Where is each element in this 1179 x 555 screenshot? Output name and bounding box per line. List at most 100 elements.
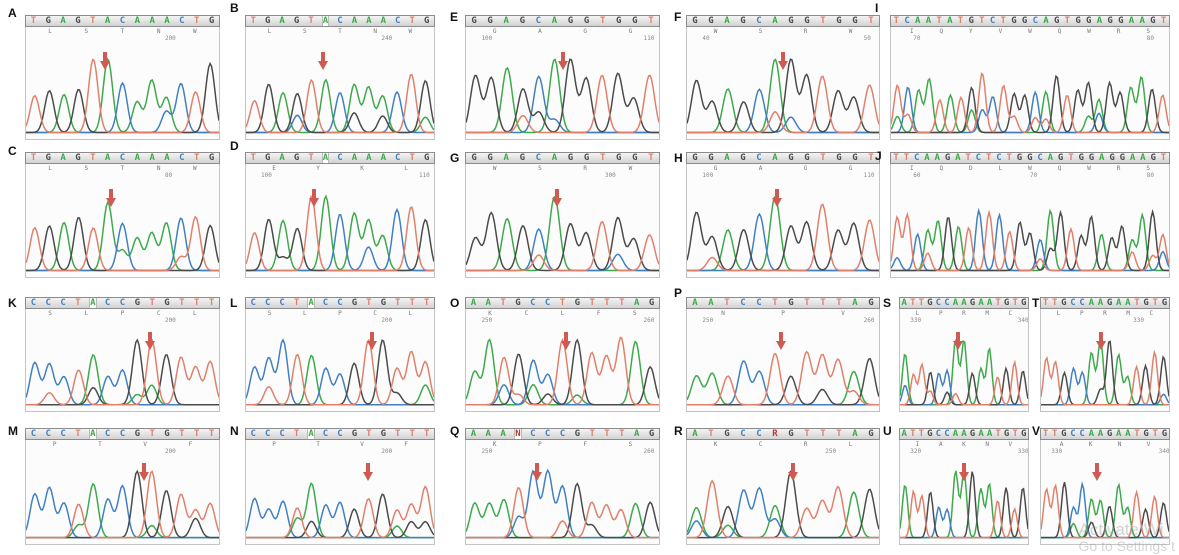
amino-acid: L <box>84 310 89 317</box>
base-letter: G <box>968 16 974 26</box>
base-letter: C <box>337 153 343 163</box>
base-letter: A <box>164 153 170 163</box>
base-letter: C <box>1070 298 1076 308</box>
base-letter: G <box>692 16 698 26</box>
trace-g <box>891 208 1169 272</box>
panel-d: D TGAGTACAAACTGTGAGTACAAACTGE Y K L 100 110 <box>230 139 435 278</box>
base-call-sequence: GGAGCAGGTGGTGGAGCAGGTGGT <box>686 152 880 164</box>
amino-acid: T <box>316 441 320 448</box>
base-letter: A <box>321 153 330 163</box>
base-letter: A <box>279 153 285 163</box>
trace-t <box>466 487 659 539</box>
base-letter: T <box>772 298 778 308</box>
base-letter: A <box>503 153 509 163</box>
amino-acid: P <box>1079 310 1084 317</box>
base-letter: A <box>986 429 993 439</box>
base-call-sequence: CCCTACCGTGTTTCCCTACCGTGTTT <box>245 297 435 309</box>
base-letter: A <box>60 153 66 163</box>
base-position-label: 330 <box>1017 448 1029 455</box>
amino-acid: Q <box>939 165 944 172</box>
base-letter: G <box>1106 298 1113 308</box>
trace-t <box>687 479 879 539</box>
base-letter: T <box>918 429 925 439</box>
base-letter: T <box>868 16 874 26</box>
panel-label: J <box>875 149 882 163</box>
amino-acid: W <box>1087 28 1091 35</box>
amino-acid: N <box>721 310 725 317</box>
base-call-sequence: GGAGCAGGTGGTGGAGCAGGTGGT <box>465 152 660 164</box>
base-letter: T <box>1134 429 1140 439</box>
base-call-sequence: CCCTACCGTGTTTCCCTACCGTGTTT <box>245 428 435 440</box>
trace-t <box>687 350 879 406</box>
trace-t <box>246 485 434 539</box>
trace-svg <box>687 195 879 272</box>
base-letter: A <box>978 429 984 439</box>
base-position-label: 250 <box>481 448 493 455</box>
windows-activation-watermark: Activate Wi Go to Settings t <box>1079 521 1176 555</box>
base-letter: T <box>1006 153 1012 163</box>
base-letter: G <box>264 16 271 26</box>
base-letter: C <box>535 16 542 26</box>
base-letter: G <box>852 153 858 163</box>
base-letter: G <box>927 429 933 439</box>
down-arrow-icon <box>772 189 783 208</box>
watermark-line-1: Activate Wi <box>1078 520 1164 539</box>
base-letter: G <box>1143 429 1149 439</box>
chromatogram-trace-area: W S R W 40 50 <box>686 27 880 140</box>
panel-j: JTTCAAGATCTCTGGCAGTGGAGGAAGTTTCAAGATCTCT… <box>875 149 1170 278</box>
base-letter: A <box>134 16 141 26</box>
base-letter: C <box>395 153 401 163</box>
base-letter: A <box>633 298 640 308</box>
base-letter: T <box>208 298 215 308</box>
base-letter: A <box>134 153 141 163</box>
base-letter: T <box>820 298 826 308</box>
panel-i: ITCAATATGTCTGGCAGTGGAGGAAGTTCAATATGTCTGG… <box>875 1 1170 140</box>
chromatogram-trace-area: I Q D L W Q W R S 60 70 80 <box>890 164 1170 278</box>
base-position-label: 340 <box>1158 448 1170 455</box>
amino-acid: V <box>998 28 1003 35</box>
base-position-label: 200 <box>381 317 393 324</box>
base-position-label: 40 <box>702 35 710 42</box>
trace-svg <box>26 469 219 539</box>
trace-t <box>246 194 434 272</box>
base-letter: T <box>149 429 155 439</box>
base-letter: A <box>986 298 993 308</box>
base-letter: A <box>366 153 372 163</box>
base-call-sequence: AAANCCCGTTTAGAAANCCCGTTTAG <box>465 428 660 440</box>
amino-acid: P <box>938 310 943 317</box>
base-letter: T <box>395 429 401 439</box>
trace-svg <box>900 470 1028 539</box>
base-position-label: 330 <box>910 317 922 324</box>
base-letter: A <box>692 298 698 308</box>
base-letter: A <box>380 153 387 163</box>
base-call-sequence: TGAGTACAAACTGTGAGTACAAACTG <box>245 152 435 164</box>
base-letter: G <box>487 16 493 26</box>
amino-acid: F <box>583 441 587 448</box>
amino-acid: W <box>193 28 197 35</box>
base-letter: T <box>985 153 992 163</box>
panel-label: G <box>450 151 460 165</box>
base-letter: A <box>1125 429 1131 439</box>
amino-acid: S <box>267 310 272 317</box>
trace-g <box>466 211 659 272</box>
base-position-label: 100 <box>481 35 493 42</box>
base-letter: T <box>836 298 842 308</box>
trace-g <box>26 61 219 134</box>
base-letter: G <box>351 298 358 308</box>
base-letter: A <box>1088 298 1094 308</box>
base-letter: C <box>756 16 762 26</box>
amino-acid: E <box>272 165 276 172</box>
base-letter: G <box>1088 153 1095 163</box>
base-letter: C <box>740 429 746 439</box>
chromatogram-trace-area: K P F S 250 260 <box>465 440 660 545</box>
base-letter: G <box>380 429 387 439</box>
base-letter: T <box>936 16 942 26</box>
amino-acid: L <box>1056 310 1061 317</box>
down-arrow-icon <box>778 51 788 70</box>
base-letter: A <box>470 429 477 439</box>
base-position-label: 60 <box>913 172 921 179</box>
amino-acid: L <box>998 165 1003 172</box>
base-letter: A <box>500 429 506 439</box>
trace-c <box>466 468 659 539</box>
